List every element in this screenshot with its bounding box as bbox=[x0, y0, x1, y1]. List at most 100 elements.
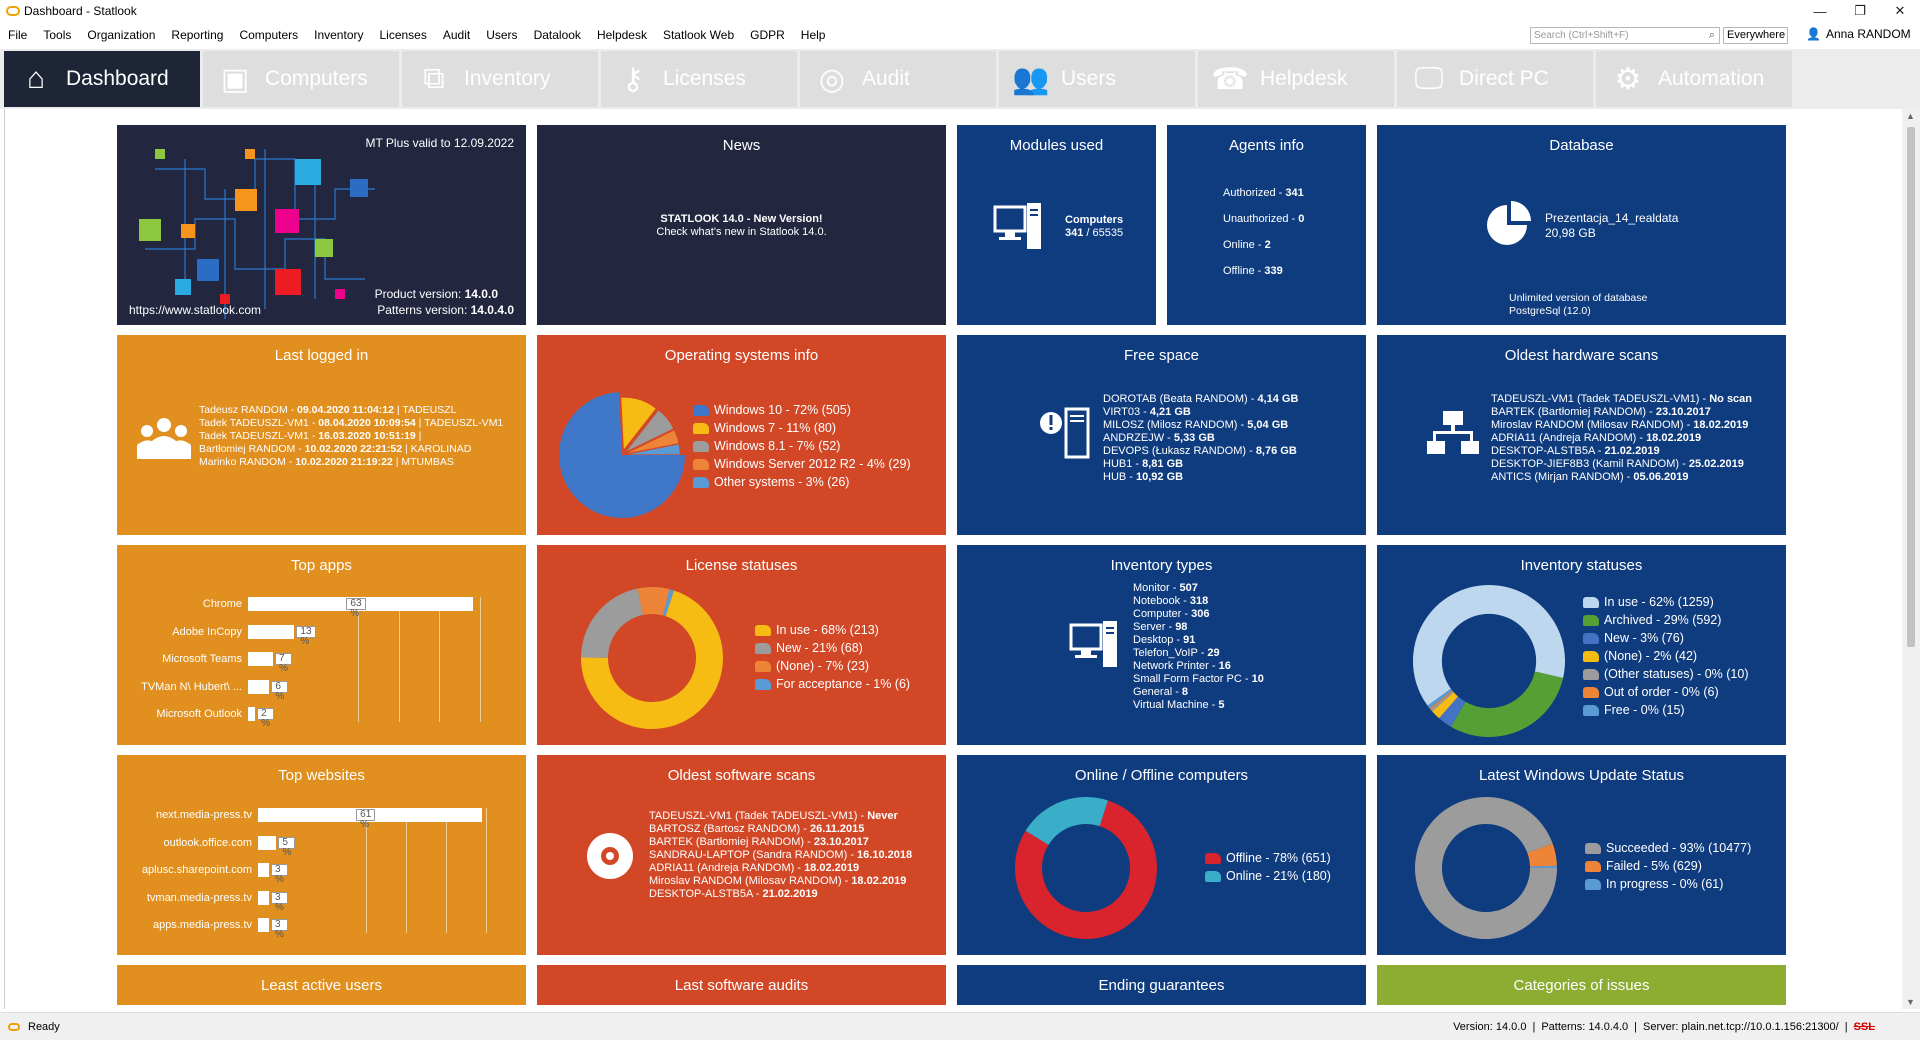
close-button[interactable]: ✕ bbox=[1894, 3, 1906, 18]
license-statuses-tile[interactable]: License statuses In use - 68% (213) New … bbox=[537, 545, 946, 745]
legend-swatch bbox=[1583, 668, 1599, 680]
menu-helpdesk[interactable]: Helpdesk bbox=[596, 28, 647, 42]
last-logged-list: Tadeusz RANDOM - 09.04.2020 11:04:12 | T… bbox=[199, 404, 503, 469]
statlook-logo-icon bbox=[6, 6, 20, 16]
os-info-tile[interactable]: Operating systems info Windows 10 - 72% … bbox=[537, 335, 946, 535]
computer-icon bbox=[993, 203, 1041, 249]
oldest-hardware-scans-tile[interactable]: Oldest hardware scans TADEUSZL-VM1 (Tade… bbox=[1377, 335, 1786, 535]
legend-label: Failed - 5% (629) bbox=[1606, 859, 1702, 873]
modules-used-tile[interactable]: Modules used Computers 341 / 65535 bbox=[957, 125, 1156, 325]
agents-info-tile[interactable]: Agents info Authorized - 341 Unauthorize… bbox=[1167, 125, 1366, 325]
tab-users[interactable]: 👥 Users bbox=[999, 51, 1195, 107]
tab-licenses[interactable]: ⚷ Licenses bbox=[601, 51, 797, 107]
tile-title: Oldest hardware scans bbox=[1504, 347, 1659, 364]
host-name: BARTEK (Bartłomiej RANDOM) bbox=[649, 836, 805, 848]
pie-slice bbox=[627, 430, 679, 454]
tile-title: Ending guarantees bbox=[1098, 977, 1225, 994]
list-item: DESKTOP-ALSTB5A - 21.02.2019 bbox=[1491, 445, 1660, 457]
database-tile[interactable]: Database Prezentacja_14_realdata 20,98 G… bbox=[1377, 125, 1786, 325]
brand-tile[interactable]: MT Plus valid to 12.09.2022 https://www.… bbox=[117, 125, 526, 325]
tile-title: Oldest software scans bbox=[667, 767, 816, 784]
menu-inventory[interactable]: Inventory bbox=[314, 28, 364, 42]
tab-inventory[interactable]: ⧉ Inventory bbox=[402, 51, 598, 107]
mt-plus-validity: MT Plus valid to 12.09.2022 bbox=[365, 136, 514, 150]
menu-computers[interactable]: Computers bbox=[239, 28, 299, 42]
restore-button[interactable]: ❐ bbox=[1854, 3, 1866, 18]
legend-item: Offline - 78% (651) bbox=[1205, 849, 1331, 867]
last-software-audits-tile[interactable]: Last software audits bbox=[537, 965, 946, 1005]
tile-title: License statuses bbox=[685, 557, 798, 574]
search-input[interactable]: Search (Ctrl+Shift+F) ⌕ bbox=[1530, 27, 1720, 44]
current-user[interactable]: 👤 Anna RANDOM bbox=[1806, 27, 1911, 41]
list-item: Desktop - 91 bbox=[1133, 634, 1196, 646]
minimize-button[interactable]: — bbox=[1813, 3, 1827, 19]
oldest-software-scans-tile[interactable]: Oldest software scans TADEUSZL-VM1 (Tade… bbox=[537, 755, 946, 955]
menu-audit[interactable]: Audit bbox=[442, 28, 471, 42]
list-item: SANDRAU-LAPTOP (Sandra RANDOM) - 16.10.2… bbox=[649, 849, 913, 861]
statlook-url[interactable]: https://www.statlook.com bbox=[129, 303, 262, 317]
scan-date: 26.11.2015 bbox=[809, 823, 865, 835]
scroll-up-icon[interactable]: ▲ bbox=[1906, 111, 1915, 121]
free-value: 8,81 GB bbox=[1142, 458, 1184, 470]
scroll-down-icon[interactable]: ▼ bbox=[1906, 997, 1915, 1007]
legend-swatch bbox=[1585, 860, 1601, 872]
os-pie-chart bbox=[559, 392, 685, 518]
inventory-statuses-tile[interactable]: Inventory statuses In use - 62% (1259) A… bbox=[1377, 545, 1786, 745]
tab-computers[interactable]: ▣ Computers bbox=[203, 51, 399, 107]
bar bbox=[248, 679, 270, 694]
menu-organization[interactable]: Organization bbox=[87, 28, 156, 42]
search-scope-select[interactable]: Everywhere bbox=[1723, 27, 1788, 44]
menu-reporting[interactable]: Reporting bbox=[171, 28, 224, 42]
product-version-label: Product version: bbox=[374, 287, 462, 301]
top-apps-tile[interactable]: Top apps Chrome 63 % Adobe InCopy 13 % Micro… bbox=[117, 545, 526, 745]
top-websites-tile[interactable]: Top websites next.media-press.tv 61 % outl… bbox=[117, 755, 526, 955]
modules-label: Computers bbox=[1065, 214, 1124, 226]
menu-licenses[interactable]: Licenses bbox=[379, 28, 427, 42]
menu-gdpr[interactable]: GDPR bbox=[750, 28, 785, 42]
least-active-users-tile[interactable]: Least active users bbox=[117, 965, 526, 1005]
ending-guarantees-tile[interactable]: Ending guarantees bbox=[957, 965, 1366, 1005]
host-name: DESKTOP-ALSTB5A bbox=[1491, 445, 1595, 457]
tab-helpdesk[interactable]: ☎ Helpdesk bbox=[1198, 51, 1394, 107]
free-value: 4,14 GB bbox=[1257, 393, 1299, 405]
legend-swatch bbox=[693, 458, 709, 470]
categories-of-issues-tile[interactable]: Categories of issues bbox=[1377, 965, 1786, 1005]
online-offline-tile[interactable]: Online / Offline computers Offline - 78%… bbox=[957, 755, 1366, 955]
free-value: 5,04 GB bbox=[1247, 419, 1289, 431]
vertical-scrollbar[interactable]: ▲ ▼ bbox=[1902, 109, 1920, 1009]
free-space-tile[interactable]: Free space DOROTAB (Beata RANDOM) - 4,14… bbox=[957, 335, 1366, 535]
scan-date: 21.02.2019 bbox=[762, 888, 818, 900]
legend-item: Windows Server 2012 R2 - 4% (29) bbox=[693, 455, 911, 473]
legend-label: Other systems - 3% (26) bbox=[714, 475, 850, 489]
list-item: ANTICS (Mirjan RANDOM) - 05.06.2019 bbox=[1491, 471, 1689, 483]
tab-automation[interactable]: ⚙ Automation bbox=[1596, 51, 1792, 107]
menu-users[interactable]: Users bbox=[486, 28, 518, 42]
legend-item: In use - 68% (213) bbox=[755, 621, 910, 639]
menu-datalook[interactable]: Datalook bbox=[533, 28, 581, 42]
bar bbox=[258, 863, 270, 877]
last-logged-in-tile[interactable]: Last logged in Tadeusz RANDOM - 09.04.20… bbox=[117, 335, 526, 535]
inventory-types-tile[interactable]: Inventory types Monitor - 507 Notebook -… bbox=[957, 545, 1366, 745]
list-item: General - 8 bbox=[1133, 686, 1189, 698]
tab-dashboard[interactable]: ⌂ Dashboard bbox=[4, 51, 200, 107]
disc-icon bbox=[587, 833, 633, 879]
menu-file[interactable]: File bbox=[8, 28, 28, 42]
windows-update-status-tile[interactable]: Latest Windows Update Status Succeeded -… bbox=[1377, 755, 1786, 955]
tab-label: Users bbox=[1061, 67, 1116, 90]
search-icon[interactable]: ⌕ bbox=[1708, 29, 1715, 41]
news-tile[interactable]: News STATLOOK 14.0 - New Version! Check … bbox=[537, 125, 946, 325]
tab-direct-pc[interactable]: 🖵 Direct PC bbox=[1397, 51, 1593, 107]
legend-label: Archived - 29% (592) bbox=[1604, 613, 1722, 627]
type-count: 16 bbox=[1218, 660, 1231, 672]
bar-label: Microsoft Teams bbox=[162, 653, 242, 665]
tab-audit[interactable]: ◎ Audit bbox=[800, 51, 996, 107]
menu-help[interactable]: Help bbox=[800, 28, 826, 42]
menu-statlook-web[interactable]: Statlook Web bbox=[662, 28, 735, 42]
bar-value-label: 7 % bbox=[274, 653, 292, 674]
login-time: 08.04.2020 10:09:54 bbox=[318, 417, 416, 429]
menu-tools[interactable]: Tools bbox=[43, 28, 72, 42]
list-item: Telefon_VoIP - 29 bbox=[1133, 647, 1220, 659]
scrollbar-thumb[interactable] bbox=[1907, 127, 1915, 647]
host-name: Miroslav RANDOM (Milosav RANDOM) bbox=[1491, 419, 1684, 431]
status-version: Version: 14.0.0 bbox=[1453, 1020, 1527, 1033]
